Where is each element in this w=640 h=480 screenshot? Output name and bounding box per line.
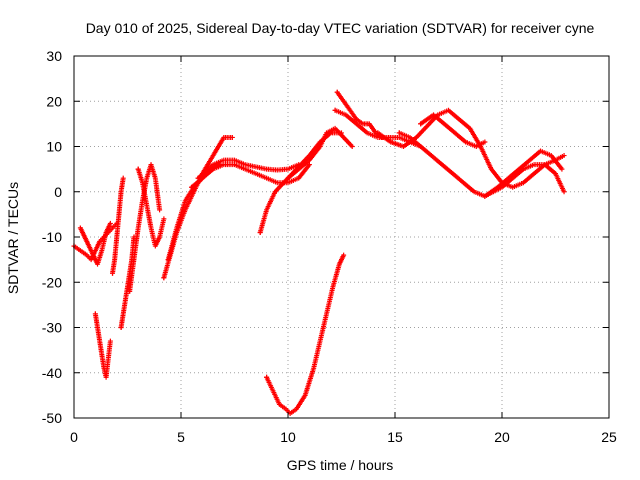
series-arc-peak (286, 126, 355, 181)
x-tick-label: 25 (601, 429, 617, 445)
series-arc-early-left (72, 221, 120, 262)
series-arc-early-low (78, 221, 113, 267)
y-tick-label: 20 (46, 93, 62, 109)
series-arc-dip-1 (93, 311, 113, 379)
series-arc-rise-b (166, 162, 222, 262)
y-tick-label: -50 (42, 410, 62, 426)
y-tick-label: 10 (46, 139, 62, 155)
y-tick-label: -10 (42, 229, 62, 245)
sdtvar-chart: Day 010 of 2025, Sidereal Day-to-day VTE… (0, 0, 640, 480)
y-tick-label: -40 (42, 365, 62, 381)
data-points (72, 90, 567, 416)
x-tick-label: 5 (177, 429, 185, 445)
x-tick-label: 20 (494, 429, 510, 445)
series-arc-deep (264, 253, 346, 416)
y-tick-label: 0 (54, 184, 62, 200)
series-arc-late-a (375, 108, 566, 190)
chart-title: Day 010 of 2025, Sidereal Day-to-day VTE… (86, 20, 595, 36)
y-tick-label: 30 (46, 48, 62, 64)
y-axis-label: SDTVAR / TECUs (5, 182, 21, 294)
axis-ticks: 0 5 10 15 20 25 -50 -40 -30 -20 -10 0 10 20 30 (42, 48, 617, 445)
x-tick-label: 0 (70, 429, 78, 445)
y-tick-label: -20 (42, 274, 62, 290)
x-axis-label: GPS time / hours (287, 457, 394, 473)
x-tick-label: 15 (387, 429, 403, 445)
y-tick-label: -30 (42, 320, 62, 336)
x-tick-label: 10 (280, 429, 296, 445)
series-arc-burst-a (127, 162, 162, 294)
series-arc-rise-a (161, 135, 234, 280)
series-arc-late-b (397, 130, 567, 198)
